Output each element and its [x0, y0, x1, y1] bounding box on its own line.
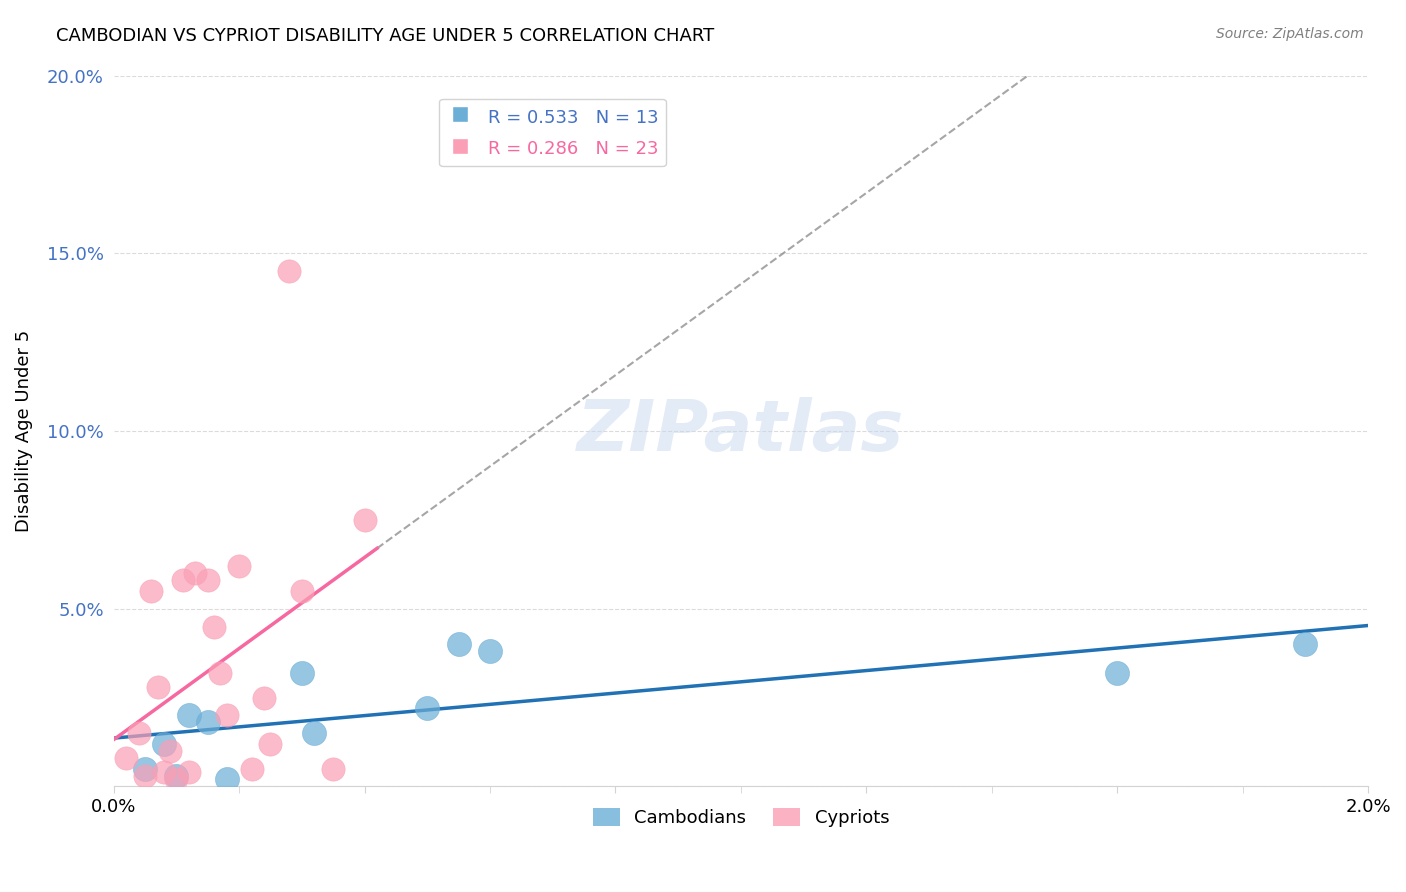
Point — [177, 708, 200, 723]
Point — [215, 772, 238, 787]
Point — [172, 574, 194, 588]
Point — [322, 762, 344, 776]
Point — [228, 559, 250, 574]
Point — [1107, 665, 1129, 680]
Point — [215, 708, 238, 723]
Point — [291, 665, 314, 680]
Text: CAMBODIAN VS CYPRIOT DISABILITY AGE UNDER 5 CORRELATION CHART: CAMBODIAN VS CYPRIOT DISABILITY AGE UNDE… — [56, 27, 714, 45]
Point — [165, 772, 187, 787]
Point — [478, 644, 501, 658]
Point — [197, 574, 219, 588]
Point — [291, 584, 314, 599]
Y-axis label: Disability Age Under 5: Disability Age Under 5 — [15, 330, 32, 533]
Point — [115, 751, 138, 765]
Point — [184, 566, 207, 581]
Point — [197, 715, 219, 730]
Point — [253, 690, 276, 705]
Point — [447, 637, 470, 651]
Point — [152, 765, 174, 780]
Text: Source: ZipAtlas.com: Source: ZipAtlas.com — [1216, 27, 1364, 41]
Point — [259, 737, 281, 751]
Point — [1294, 637, 1316, 651]
Point — [146, 680, 169, 694]
Point — [304, 726, 326, 740]
Point — [278, 264, 301, 278]
Point — [353, 513, 375, 527]
Point — [416, 701, 439, 715]
Point — [202, 619, 225, 633]
Text: ZIPatlas: ZIPatlas — [578, 397, 904, 466]
Point — [159, 744, 181, 758]
Point — [134, 769, 156, 783]
Point — [240, 762, 263, 776]
Point — [165, 769, 187, 783]
Legend: Cambodians, Cypriots: Cambodians, Cypriots — [585, 800, 897, 834]
Point — [177, 765, 200, 780]
Point — [134, 762, 156, 776]
Point — [141, 584, 163, 599]
Point — [209, 665, 232, 680]
Point — [128, 726, 150, 740]
Point — [152, 737, 174, 751]
